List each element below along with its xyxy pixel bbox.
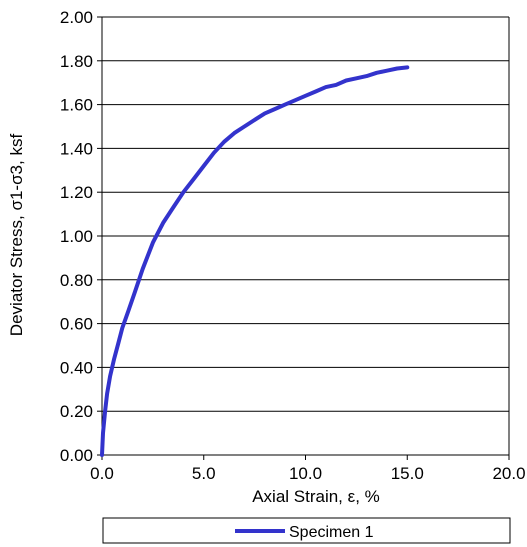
y-tick-label-7: 1.40 bbox=[60, 139, 93, 158]
x-axis-title: Axial Strain, ε, % bbox=[252, 487, 380, 506]
y-tick-label-5: 1.00 bbox=[60, 227, 93, 246]
y-tick-label-8: 1.60 bbox=[60, 96, 93, 115]
legend: Specimen 1 bbox=[102, 517, 511, 544]
axes bbox=[97, 16, 510, 460]
x-tick-label-3: 15.0 bbox=[391, 464, 424, 483]
x-tick-label-2: 10.0 bbox=[289, 464, 322, 483]
x-tick-label-0: 0.0 bbox=[90, 464, 114, 483]
y-axis-title: Deviator Stress, σ1-σ3, ksf bbox=[7, 134, 26, 337]
y-tick-label-1: 0.20 bbox=[60, 402, 93, 421]
y-tick-label-6: 1.20 bbox=[60, 183, 93, 202]
y-tick-label-4: 0.80 bbox=[60, 271, 93, 290]
series-line-specimen-1 bbox=[100, 65, 410, 457]
y-tick-label-0: 0.00 bbox=[60, 446, 93, 465]
series-group bbox=[100, 65, 410, 457]
y-tick-label-2: 0.40 bbox=[60, 358, 93, 377]
x-tick-label-4: 20.0 bbox=[492, 464, 525, 483]
legend-box bbox=[102, 517, 511, 544]
y-tick-label-3: 0.60 bbox=[60, 315, 93, 334]
tick-labels: 0.00 0.20 0.40 0.60 0.80 1.00 1.20 1.40 1.60 1.80… bbox=[60, 8, 526, 483]
y-tick-label-10: 2.00 bbox=[60, 8, 93, 27]
legend-label-specimen-1: Specimen 1 bbox=[289, 524, 374, 541]
gridlines bbox=[102, 16, 509, 412]
y-tick-label-9: 1.80 bbox=[60, 52, 93, 71]
x-tick-label-1: 5.0 bbox=[192, 464, 216, 483]
